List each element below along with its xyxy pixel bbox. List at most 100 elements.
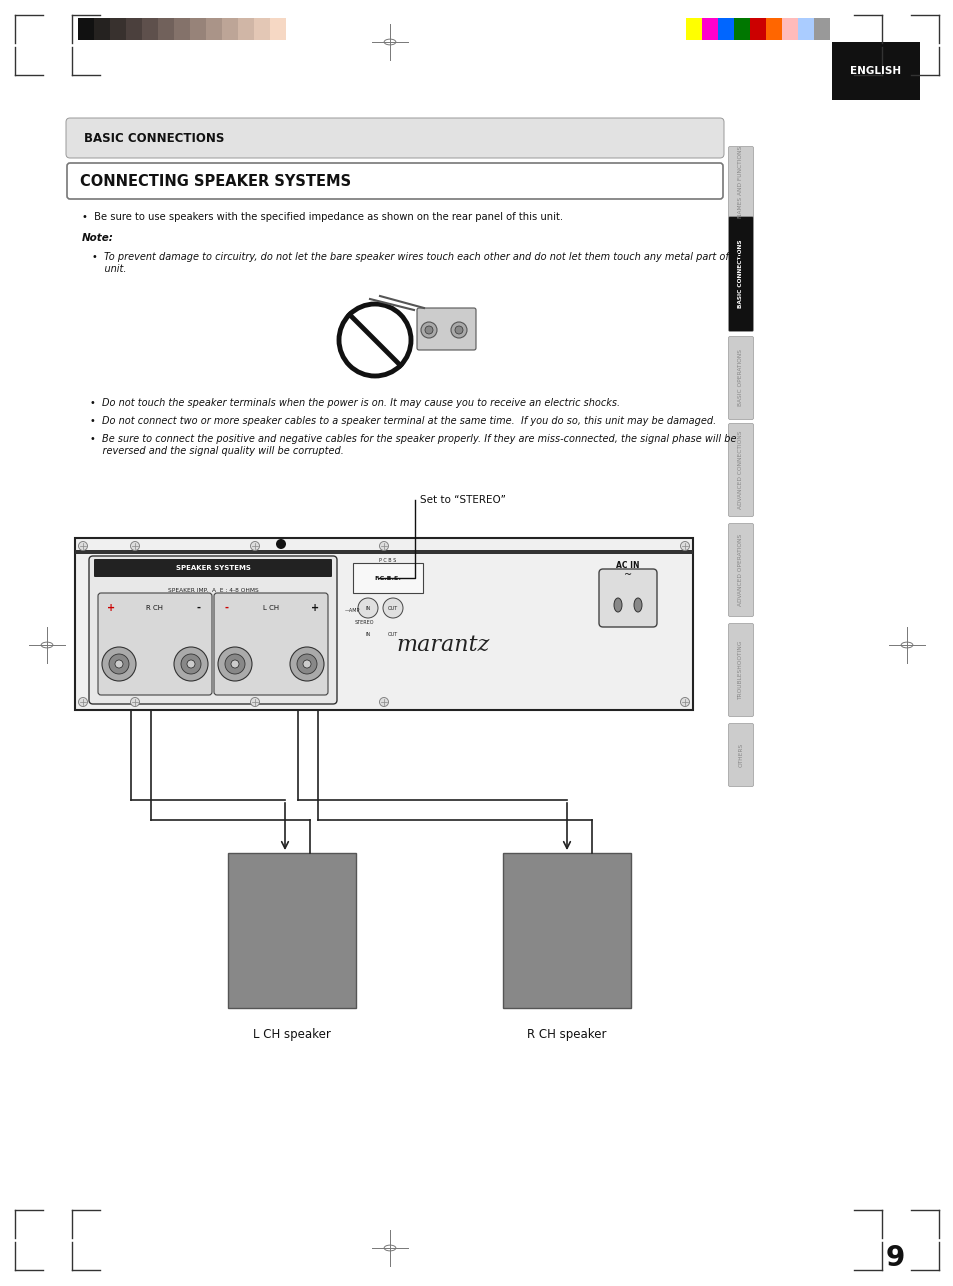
Bar	[94, 18, 110, 40]
Text: L CH speaker: L CH speaker	[253, 1028, 331, 1040]
FancyBboxPatch shape	[598, 568, 657, 628]
Bar	[126, 18, 142, 40]
Text: +: +	[107, 603, 115, 613]
Text: OUT: OUT	[388, 606, 397, 611]
Text: —AMP: —AMP	[345, 608, 360, 613]
Bar	[75, 550, 692, 554]
Text: SPEAKER SYSTEMS: SPEAKER SYSTEMS	[175, 565, 251, 571]
Bar	[685, 18, 701, 40]
FancyBboxPatch shape	[728, 523, 753, 616]
Bar	[797, 18, 813, 40]
Bar	[733, 18, 749, 40]
Text: 9: 9	[884, 1244, 903, 1272]
Bar	[110, 18, 126, 40]
Circle shape	[357, 598, 377, 619]
Text: BASIC CONNECTIONS: BASIC CONNECTIONS	[84, 131, 224, 144]
Bar	[831, 42, 919, 100]
Bar	[765, 18, 781, 40]
Text: +: +	[311, 603, 318, 613]
Text: ADVANCED CONNECTIONS: ADVANCED CONNECTIONS	[738, 431, 742, 509]
Text: IN: IN	[365, 606, 370, 611]
FancyBboxPatch shape	[66, 118, 723, 158]
Text: ~: ~	[623, 570, 632, 580]
Text: R CH: R CH	[147, 604, 163, 611]
FancyBboxPatch shape	[728, 216, 753, 332]
Text: P C B S: P C B S	[379, 558, 396, 563]
Text: OTHERS: OTHERS	[738, 743, 742, 768]
Text: IN: IN	[365, 633, 370, 638]
Circle shape	[420, 322, 436, 338]
Bar	[781, 18, 797, 40]
Text: SPEAKER IMP.  A  E : 4-8 OHMS: SPEAKER IMP. A E : 4-8 OHMS	[168, 588, 258, 593]
Bar	[206, 18, 222, 40]
Circle shape	[251, 697, 259, 706]
Text: ADVANCED OPERATIONS: ADVANCED OPERATIONS	[738, 534, 742, 606]
Circle shape	[115, 660, 123, 667]
Bar	[813, 18, 829, 40]
Text: BASIC OPERATIONS: BASIC OPERATIONS	[738, 350, 742, 406]
Text: CONNECTING SPEAKER SYSTEMS: CONNECTING SPEAKER SYSTEMS	[80, 174, 351, 189]
Bar	[353, 563, 422, 593]
Circle shape	[296, 655, 316, 674]
FancyBboxPatch shape	[728, 724, 753, 787]
Text: -: -	[196, 603, 201, 613]
Circle shape	[218, 647, 252, 682]
Text: Set to “STEREO”: Set to “STEREO”	[419, 495, 505, 505]
Ellipse shape	[614, 598, 621, 612]
Text: R CH speaker: R CH speaker	[527, 1028, 606, 1040]
Circle shape	[78, 541, 88, 550]
Circle shape	[290, 647, 324, 682]
Bar	[502, 853, 630, 1008]
Circle shape	[424, 325, 433, 334]
Circle shape	[231, 660, 239, 667]
FancyBboxPatch shape	[213, 593, 328, 694]
FancyBboxPatch shape	[728, 624, 753, 716]
Text: ENGLISH: ENGLISH	[849, 66, 901, 76]
FancyBboxPatch shape	[728, 147, 753, 217]
Bar	[78, 18, 94, 40]
Bar	[222, 18, 237, 40]
FancyBboxPatch shape	[89, 556, 336, 703]
FancyBboxPatch shape	[94, 559, 332, 577]
Circle shape	[303, 660, 311, 667]
Bar	[253, 18, 270, 40]
FancyBboxPatch shape	[416, 309, 476, 350]
FancyBboxPatch shape	[98, 593, 212, 694]
Circle shape	[131, 541, 139, 550]
Text: •  Be sure to use speakers with the specified impedance as shown on the rear pan: • Be sure to use speakers with the speci…	[82, 212, 562, 222]
Circle shape	[275, 539, 286, 549]
Circle shape	[225, 655, 245, 674]
Text: •  Be sure to connect the positive and negative cables for the speaker properly.: • Be sure to connect the positive and ne…	[90, 433, 736, 455]
Circle shape	[173, 647, 208, 682]
FancyBboxPatch shape	[67, 163, 722, 199]
Text: STEREO: STEREO	[355, 621, 375, 625]
Bar	[158, 18, 173, 40]
Circle shape	[679, 541, 689, 550]
Circle shape	[382, 598, 402, 619]
Text: F.C.B.S.: F.C.B.S.	[375, 576, 401, 580]
Text: L CH: L CH	[263, 604, 279, 611]
Bar	[718, 18, 733, 40]
Circle shape	[379, 541, 388, 550]
Text: AC IN: AC IN	[616, 561, 639, 570]
Circle shape	[187, 660, 194, 667]
Bar	[701, 18, 718, 40]
Text: OUT: OUT	[388, 633, 397, 638]
Bar	[173, 18, 190, 40]
Ellipse shape	[634, 598, 641, 612]
Bar	[270, 18, 286, 40]
Bar	[237, 18, 253, 40]
Bar	[75, 538, 692, 710]
Circle shape	[131, 697, 139, 706]
Circle shape	[102, 647, 136, 682]
Text: NAMES AND FUNCTIONS: NAMES AND FUNCTIONS	[738, 145, 742, 219]
Text: Note:: Note:	[82, 233, 113, 243]
Bar	[142, 18, 158, 40]
Circle shape	[455, 325, 462, 334]
Bar	[228, 853, 355, 1008]
FancyBboxPatch shape	[728, 337, 753, 419]
Bar	[749, 18, 765, 40]
Text: •  Do not touch the speaker terminals when the power is on. It may cause you to : • Do not touch the speaker terminals whe…	[90, 397, 619, 408]
Circle shape	[109, 655, 129, 674]
Text: TROUBLESHOOTING: TROUBLESHOOTING	[738, 640, 742, 700]
